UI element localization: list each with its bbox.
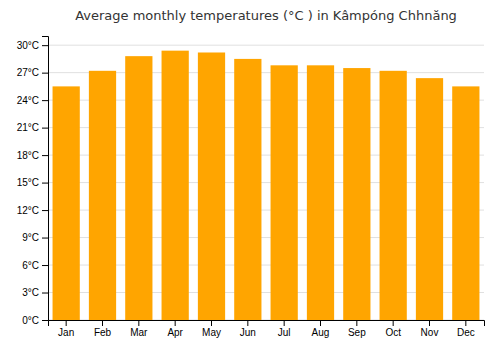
bar: [271, 65, 298, 320]
y-tick: 21°C: [17, 122, 48, 133]
x-tick: Oct: [385, 320, 401, 338]
x-tick: May: [202, 320, 221, 338]
x-tick-label: Oct: [385, 327, 401, 338]
y-tick-label: 18°C: [17, 150, 39, 161]
y-tick-label: 0°C: [22, 315, 39, 326]
y-tick-mark: [42, 320, 48, 321]
x-tick-label: Dec: [457, 327, 475, 338]
title: Average monthly temperatures (°C ) in Kâ…: [75, 8, 457, 23]
y-axis: 0°C 3°C 6°C 9°C 12°C 15°C 18°C 21°C 24°C 27°C 30°C: [17, 37, 49, 326]
x-tick-mark: [393, 320, 394, 326]
plot: 0°C 3°C 6°C 9°C 12°C 15°C 18°C 21°C 24°C 27°C 30°C…: [17, 37, 485, 339]
x-tick: Dec: [457, 320, 475, 338]
x-tick-mark: [429, 320, 430, 326]
y-tick-label: 30°C: [17, 40, 39, 51]
x-tick-label: May: [202, 327, 221, 338]
y-tick-label: 6°C: [22, 260, 39, 271]
x-tick: Jan: [58, 320, 74, 338]
x-tick-mark: [66, 320, 67, 326]
x-tick-label: Jan: [58, 327, 74, 338]
y-tick-label: 3°C: [22, 287, 39, 298]
y-tick-mark: [42, 265, 48, 266]
x-tick-mark: [211, 320, 212, 326]
x-tick: Feb: [94, 320, 112, 338]
x-tick-mark: [175, 320, 176, 326]
x-tick-label: Feb: [94, 327, 112, 338]
x-tick-mark: [102, 320, 103, 326]
x-tick-mark: [247, 320, 248, 326]
bar: [125, 56, 152, 320]
y-tick-label: 21°C: [17, 122, 39, 133]
y-tick-label: 12°C: [17, 205, 39, 216]
x-tick-mark: [320, 320, 321, 326]
x-tick: Aug: [312, 320, 330, 338]
bar: [53, 86, 80, 320]
y-tick: 0°C: [22, 315, 48, 326]
bar: [162, 51, 189, 320]
x-tick-label: Apr: [167, 327, 183, 338]
y-tick: 12°C: [17, 205, 48, 216]
y-tick-mark: [42, 210, 48, 211]
x-tick: Nov: [421, 320, 439, 338]
bar: [89, 71, 116, 320]
y-tick: 15°C: [17, 177, 48, 188]
grid-line: [48, 45, 484, 46]
x-tick: Apr: [167, 320, 183, 338]
y-tick-mark: [42, 183, 48, 184]
bar: [452, 86, 479, 320]
x-tick-label: Mar: [130, 327, 148, 338]
bar: [416, 78, 443, 320]
x-tick-mark: [138, 320, 139, 326]
chart: 0°C 3°C 6°C 9°C 12°C 15°C 18°C 21°C 24°C 27°C 30°C…: [0, 0, 500, 350]
y-tick: 24°C: [17, 95, 48, 106]
x-tick-label: Aug: [312, 327, 330, 338]
x-tick-label: Sep: [348, 327, 366, 338]
x-axis: Jan Feb Mar Apr May Jun Jul Aug Sep Oct Nov Dec: [49, 320, 485, 338]
grid: [48, 45, 484, 320]
x-tick: Sep: [348, 320, 366, 338]
y-axis-line: [42, 37, 49, 321]
x-tick-mark: [284, 320, 285, 326]
y-tick: 3°C: [22, 287, 48, 298]
x-axis-line: [49, 321, 485, 327]
bar: [307, 65, 334, 320]
bar: [234, 59, 261, 320]
bar: [380, 71, 407, 320]
y-tick-mark: [42, 73, 48, 74]
y-tick-mark: [42, 238, 48, 239]
y-tick-label: 9°C: [22, 232, 39, 243]
x-tick-label: Jun: [240, 327, 256, 338]
y-tick-label: 15°C: [17, 177, 39, 188]
bars: [53, 51, 480, 320]
y-tick-label: 24°C: [17, 95, 39, 106]
x-tick-mark: [465, 320, 466, 326]
x-tick-mark: [356, 320, 357, 326]
y-tick: 9°C: [22, 232, 48, 243]
y-tick-mark: [42, 293, 48, 294]
x-tick-label: Jul: [278, 327, 291, 338]
y-tick-label: 27°C: [17, 67, 39, 78]
y-tick-mark: [42, 155, 48, 156]
x-tick: Jun: [240, 320, 256, 338]
y-tick: 30°C: [17, 40, 48, 51]
x-tick-label: Nov: [421, 327, 439, 338]
y-tick: 27°C: [17, 67, 48, 78]
y-tick-mark: [42, 45, 48, 46]
y-tick: 6°C: [22, 260, 48, 271]
x-tick: Jul: [278, 320, 291, 338]
x-tick: Mar: [130, 320, 148, 338]
bar: [198, 52, 225, 320]
y-tick: 18°C: [17, 150, 48, 161]
bar: [343, 68, 370, 320]
y-tick-mark: [42, 100, 48, 101]
y-tick-mark: [42, 128, 48, 129]
